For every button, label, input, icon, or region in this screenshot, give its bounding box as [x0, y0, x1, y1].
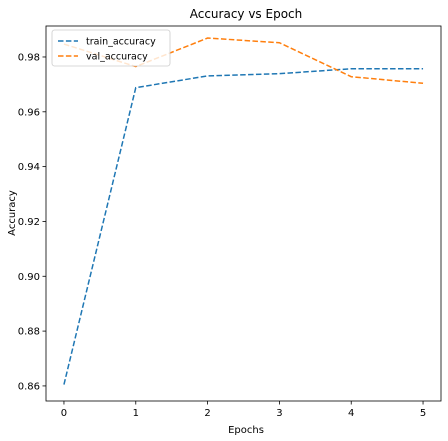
series-layer	[63, 37, 424, 385]
y-tick-label: 0.92	[18, 217, 40, 228]
x-tick-label: 2	[204, 408, 210, 419]
y-tick-label: 0.88	[18, 327, 40, 338]
x-tick-label: 5	[420, 408, 426, 419]
y-axis: 0.86 0.88 0.90 0.92 0.94 0.96 0.98	[18, 52, 46, 392]
x-tick-label: 3	[276, 408, 282, 419]
y-tick-label: 0.90	[18, 272, 40, 283]
y-axis-label: Accuracy	[7, 190, 18, 236]
x-axis: 0 1 2 3 4 5	[61, 401, 426, 419]
y-tick-label: 0.98	[18, 52, 40, 63]
legend-label-1: val_accuracy	[86, 52, 148, 63]
plot-area	[45, 25, 442, 402]
series-line-0	[63, 68, 424, 385]
plot-frame	[45, 25, 442, 402]
y-tick-label: 0.94	[18, 162, 40, 173]
y-tick-label: 0.86	[18, 381, 40, 392]
x-tick-label: 4	[348, 408, 354, 419]
x-axis-label: Epochs	[228, 425, 264, 436]
x-tick-label: 0	[61, 408, 67, 419]
x-tick-label: 1	[133, 408, 139, 419]
chart-title: Accuracy vs Epoch	[190, 7, 303, 21]
legend-box	[51, 29, 171, 67]
y-tick-label: 0.96	[18, 107, 40, 118]
legend-label-0: train_accuracy	[86, 37, 156, 48]
legend: train_accuracy val_accuracy	[51, 29, 171, 67]
